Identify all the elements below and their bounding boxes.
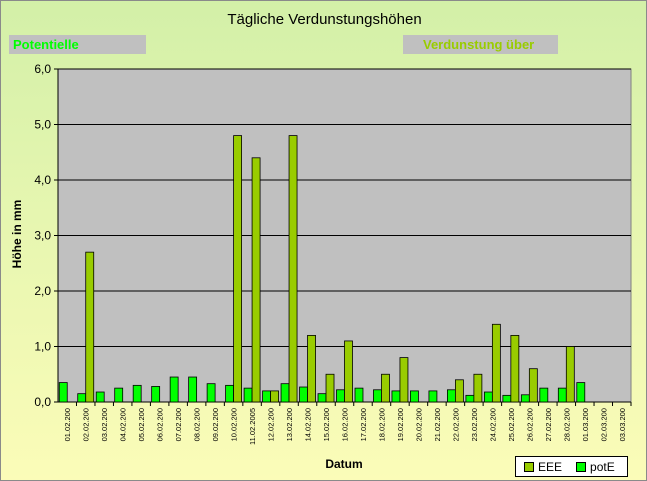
x-tick-label: 01.03.200	[581, 408, 590, 441]
y-tick-label: 6,0	[34, 62, 51, 76]
bar-pote	[188, 376, 198, 403]
bar-eee	[325, 373, 335, 403]
legend-swatch-pote	[576, 461, 587, 472]
bar-pote	[95, 391, 105, 403]
x-tick-label: 22.02.200	[451, 408, 460, 441]
callout-potential: Potentielle	[9, 35, 146, 54]
x-tick-label: 24.02.200	[488, 408, 497, 441]
x-tick-label: 25.02.200	[507, 408, 516, 441]
x-tick-label: 05.02.200	[137, 408, 146, 441]
bar-pote	[391, 390, 401, 403]
y-tick-label: 5,0	[34, 118, 51, 132]
bar-eee	[455, 379, 464, 403]
bar-pote	[557, 387, 567, 403]
bar-eee	[473, 373, 483, 403]
bar-pote	[77, 393, 87, 403]
x-tick-label: 14.02.200	[304, 408, 313, 441]
bar-pote	[373, 389, 382, 403]
bar-pote	[206, 383, 216, 403]
bar-eee	[510, 334, 520, 403]
x-tick-label: 02.03.200	[599, 408, 608, 441]
x-axis-label: Datum	[325, 457, 363, 471]
bar-eee	[528, 368, 538, 403]
x-tick-label: 13.02.200	[285, 408, 294, 441]
bar-pote	[410, 390, 419, 403]
bar-pote	[151, 386, 161, 403]
bar-eee	[270, 390, 279, 403]
bar-pote	[262, 390, 271, 403]
bar-eee	[288, 135, 298, 403]
legend-label-pote: potE	[590, 459, 615, 474]
bar-eee	[233, 135, 242, 403]
y-axis-label: Höhe in mm	[10, 199, 24, 269]
bar-eee	[85, 251, 95, 403]
x-tick-label: 12.02.200	[267, 408, 276, 441]
bar-pote	[447, 389, 456, 403]
bar-pote	[243, 387, 253, 403]
bar-pote	[225, 384, 234, 403]
x-tick-label: 15.02.200	[322, 408, 331, 441]
x-tick-label: 01.02.200	[63, 408, 72, 441]
y-tick-label: 0,0	[34, 395, 51, 409]
x-tick-label: 16.02.200	[341, 408, 350, 441]
legend-label-eee: EEE	[538, 459, 563, 474]
x-tick-label: 17.02.200	[359, 408, 368, 441]
y-tick-label: 4,0	[34, 173, 51, 187]
bar-pote	[169, 376, 179, 403]
y-tick-label: 1,0	[34, 340, 51, 354]
bar-pote	[280, 383, 290, 403]
bar-pote	[299, 386, 308, 403]
x-tick-label: 04.02.200	[119, 408, 128, 441]
legend-swatch-eee	[524, 461, 534, 472]
x-tick-label: 08.02.200	[193, 408, 202, 441]
bar-pote	[132, 384, 142, 403]
bar-eee	[399, 357, 409, 403]
bar-eee	[251, 157, 261, 403]
callout-evaporation: Verdunstung über	[403, 35, 558, 54]
y-tick-label: 3,0	[34, 229, 51, 243]
x-tick-label: 27.02.200	[544, 408, 553, 441]
bar-pote	[576, 382, 586, 403]
x-tick-label: 18.02.200	[377, 408, 386, 441]
x-tick-label: 26.02.200	[525, 408, 534, 441]
x-tick-label: 11.02.2005	[248, 408, 257, 445]
x-tick-label: 06.02.200	[156, 408, 165, 441]
x-tick-label: 23.02.200	[470, 408, 479, 441]
bar-pote	[520, 394, 530, 403]
chart-title: Tägliche Verdunstungshöhen	[227, 11, 422, 28]
bar-pote	[428, 390, 438, 403]
bar-pote	[465, 394, 475, 403]
legend-item-eee: EEE	[524, 460, 562, 474]
bar-eee	[344, 340, 353, 403]
bar-pote	[483, 391, 493, 403]
bar-pote	[317, 393, 327, 403]
bar-pote	[114, 387, 124, 403]
x-tick-label: 19.02.200	[396, 408, 405, 441]
bar-pote	[539, 387, 549, 403]
bar-pote	[58, 382, 68, 403]
x-tick-label: 07.02.200	[174, 408, 183, 441]
bar-eee	[381, 373, 390, 403]
x-tick-label: 03.03.200	[618, 408, 627, 441]
bar-eee	[307, 334, 316, 403]
y-tick-label: 2,0	[34, 284, 51, 298]
bar-eee	[491, 323, 501, 403]
x-tick-label: 28.02.200	[562, 408, 571, 441]
bar-eee	[565, 346, 575, 403]
legend-item-pote: potE	[576, 460, 615, 474]
x-tick-label: 10.02.200	[230, 408, 239, 441]
x-tick-label: 02.02.200	[82, 408, 91, 441]
x-tick-label: 09.02.200	[211, 408, 220, 441]
x-tick-label: 21.02.200	[433, 408, 442, 441]
x-tick-label: 20.02.200	[414, 408, 423, 441]
legend: EEE potE	[515, 456, 628, 477]
bar-pote	[502, 394, 512, 403]
x-tick-label: 03.02.200	[100, 408, 109, 441]
bar-pote	[336, 389, 345, 403]
bar-pote	[354, 387, 364, 403]
